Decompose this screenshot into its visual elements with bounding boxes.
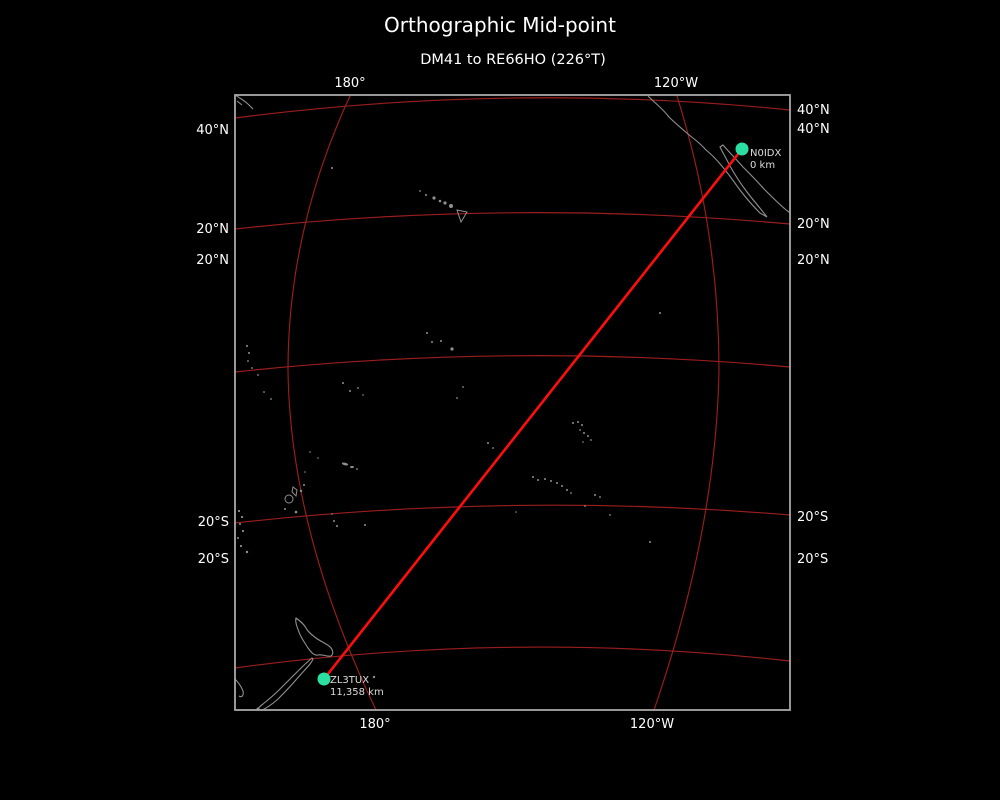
axis-label-right-40n-b: 40°N [797,122,830,137]
axis-label-bottom-180: 180° [359,717,391,732]
annotation-n0idx-distance: 0 km [750,159,776,171]
coast-california-baja [647,95,790,218]
islands-fiji [284,484,305,514]
meridian-120w [653,95,720,710]
coastlines [235,95,790,710]
map-frame [234,94,791,711]
islands-line [426,312,661,449]
axis-label-top-180: 180° [334,76,366,91]
marker-start-n0idx [735,142,749,156]
axis-label-right-40n-a: 40°N [797,103,830,118]
axis-label-bottom-120w: 120°W [629,717,675,732]
axis-label-right-20s-a: 20°S [797,510,829,525]
annotation-n0idx-callsign: N0IDX [750,148,782,159]
axis-label-left-20s-a: 20°S [197,515,229,530]
axis-label-right-20s-b: 20°S [797,552,829,567]
annotation-n0idx: N0IDX 0 km [750,148,781,171]
great-circle-path [322,148,744,680]
meridian-180 [287,95,377,710]
annotation-zl3tux: ZL3TUX 11,358 km [330,675,384,698]
annotation-zl3tux-callsign: ZL3TUX [330,675,370,686]
coast-fragment-topleft [235,95,254,110]
axis-label-top-120w: 120°W [653,76,699,91]
parallel-20s [235,504,790,524]
axis-label-left-20s-b: 20°S [197,552,229,567]
islands-kiribati [246,345,364,473]
figure-subtitle: DM41 to RE66HO (226°T) [420,52,606,68]
axis-label-right-20n-b: 20°N [797,253,830,268]
figure-title: Orthographic Mid-point [384,13,616,37]
islands-samoa-tonga [331,462,366,527]
graticule-grid [235,95,790,710]
islands-vanuatu [237,509,249,554]
islands-polynesia [515,421,651,543]
axis-label-left-20n-b: 20°N [196,253,229,268]
islands-hawaii [331,167,468,224]
axis-label-right-20n-a: 20°N [797,217,830,232]
parallel-20n [235,212,790,230]
marker-end-zl3tux [317,672,331,686]
parallel-40n [235,97,790,119]
parallel-40s [235,646,790,669]
annotation-zl3tux-distance: 11,358 km [330,686,384,698]
parallel-0 [235,355,790,373]
axis-label-left-40n: 40°N [196,123,229,138]
axis-label-left-20n-a: 20°N [196,222,229,237]
